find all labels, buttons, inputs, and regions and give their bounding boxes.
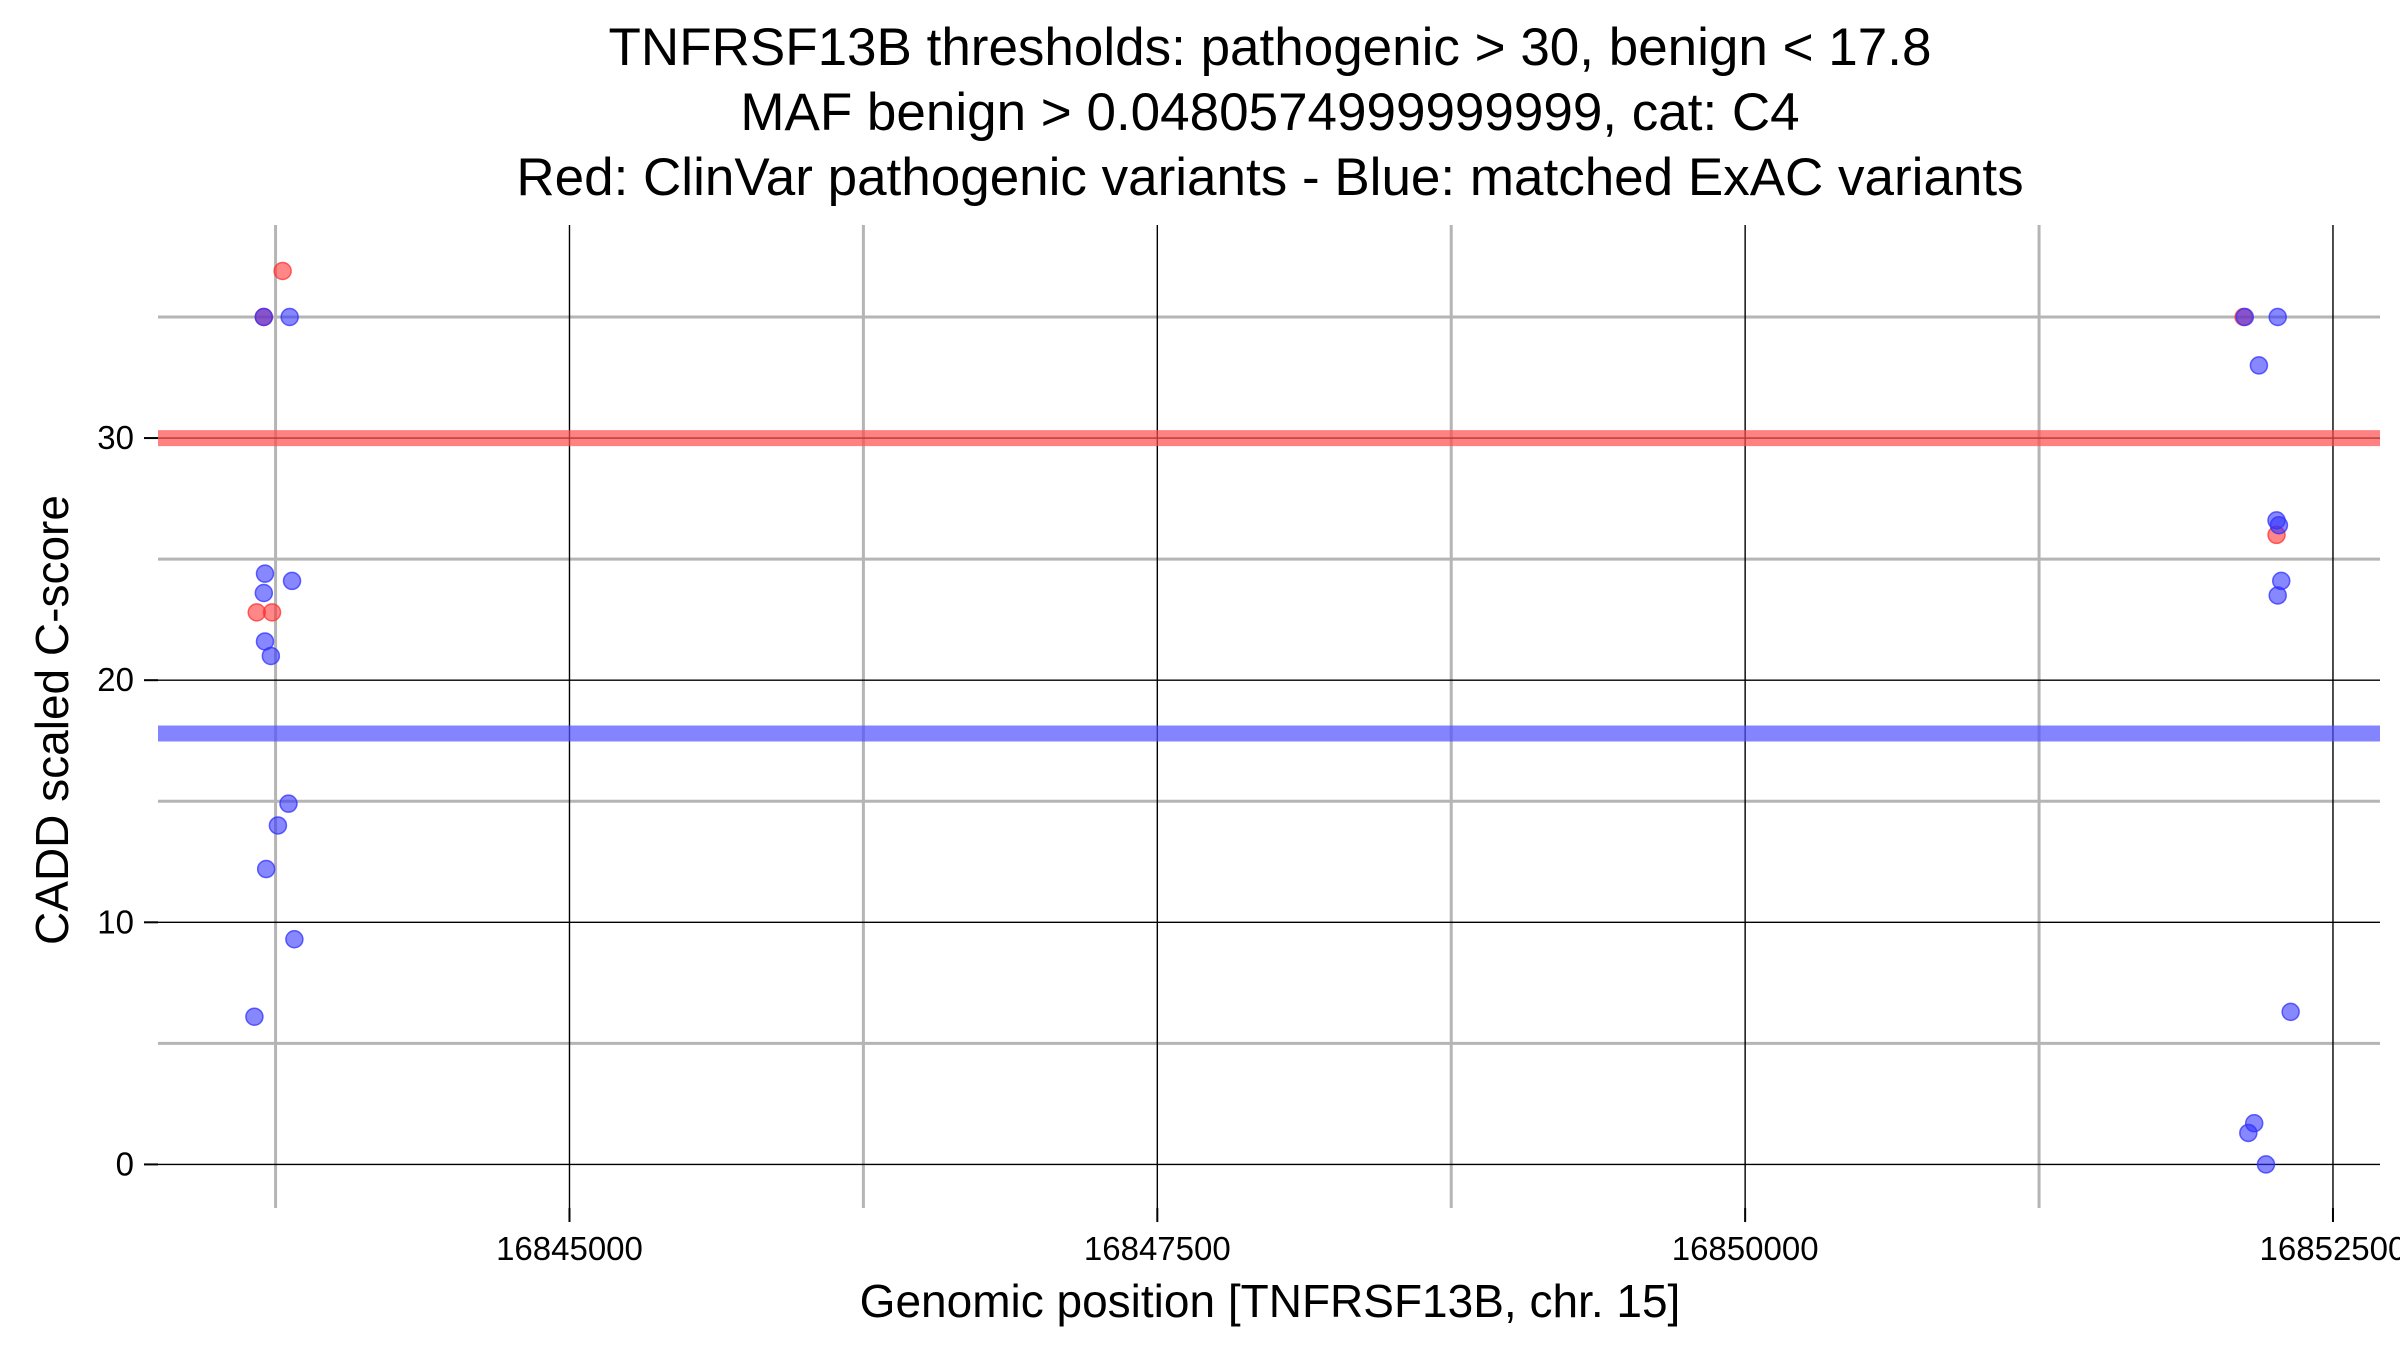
data-point-series-2: [280, 307, 299, 327]
y-tick-label: 20: [97, 661, 134, 698]
y-tick-label: 10: [97, 903, 134, 940]
x-tick-label: 16850000: [1672, 1230, 1819, 1267]
x-axis-title: Genomic position [TNFRSF13B, chr. 15]: [860, 1275, 1681, 1327]
x-tick-label: 16847500: [1084, 1230, 1231, 1267]
data-point-series-2: [254, 583, 274, 603]
data-point-series-2: [279, 794, 298, 813]
data-point-series-2: [2268, 307, 2287, 327]
data-point-series-2: [2249, 356, 2269, 375]
data-point-series-2: [285, 929, 304, 949]
data-points: [245, 261, 2300, 1174]
x-tick-label: 16852500: [2260, 1230, 2400, 1267]
data-point-series-2: [245, 1007, 264, 1026]
chart-title-line-3: Red: ClinVar pathogenic variants - Blue:…: [516, 148, 2023, 207]
y-tick-label: 30: [97, 419, 134, 456]
data-point-series-2: [256, 859, 276, 879]
chart-title-line-1: TNFRSF13B thresholds: pathogenic > 30, b…: [609, 18, 1932, 77]
x-tick-label: 16845000: [496, 1230, 643, 1267]
data-point-series-2: [2256, 1155, 2276, 1174]
axes: 0 10 20 30 16845000 16847500 16850000 16852500: [97, 419, 2400, 1267]
chart-title-line-2: MAF benign > 0.0480574999999999, cat: C4: [740, 83, 1799, 142]
data-point-series-1: [273, 261, 292, 281]
y-tick-label: 0: [116, 1145, 134, 1182]
data-point-series-2: [282, 571, 302, 591]
y-axis-title: CADD scaled C-score: [26, 495, 78, 945]
data-point-series-1: [262, 603, 282, 622]
data-point-series-1: [247, 603, 267, 622]
data-point-series-2: [268, 816, 288, 835]
data-point-series-2: [255, 564, 275, 583]
grid: [158, 225, 2380, 1208]
data-point-series-2: [2235, 307, 2255, 327]
data-point-series-2: [254, 307, 274, 327]
threshold-lines: [158, 430, 2380, 742]
data-point-series-2: [2281, 1002, 2300, 1022]
data-point-series-2: [2269, 515, 2289, 535]
data-point-series-2: [2239, 1123, 2258, 1143]
data-point-series-2: [261, 646, 281, 666]
data-point-series-2: [2268, 586, 2287, 605]
